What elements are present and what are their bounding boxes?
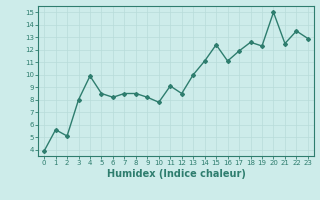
X-axis label: Humidex (Indice chaleur): Humidex (Indice chaleur) xyxy=(107,169,245,179)
